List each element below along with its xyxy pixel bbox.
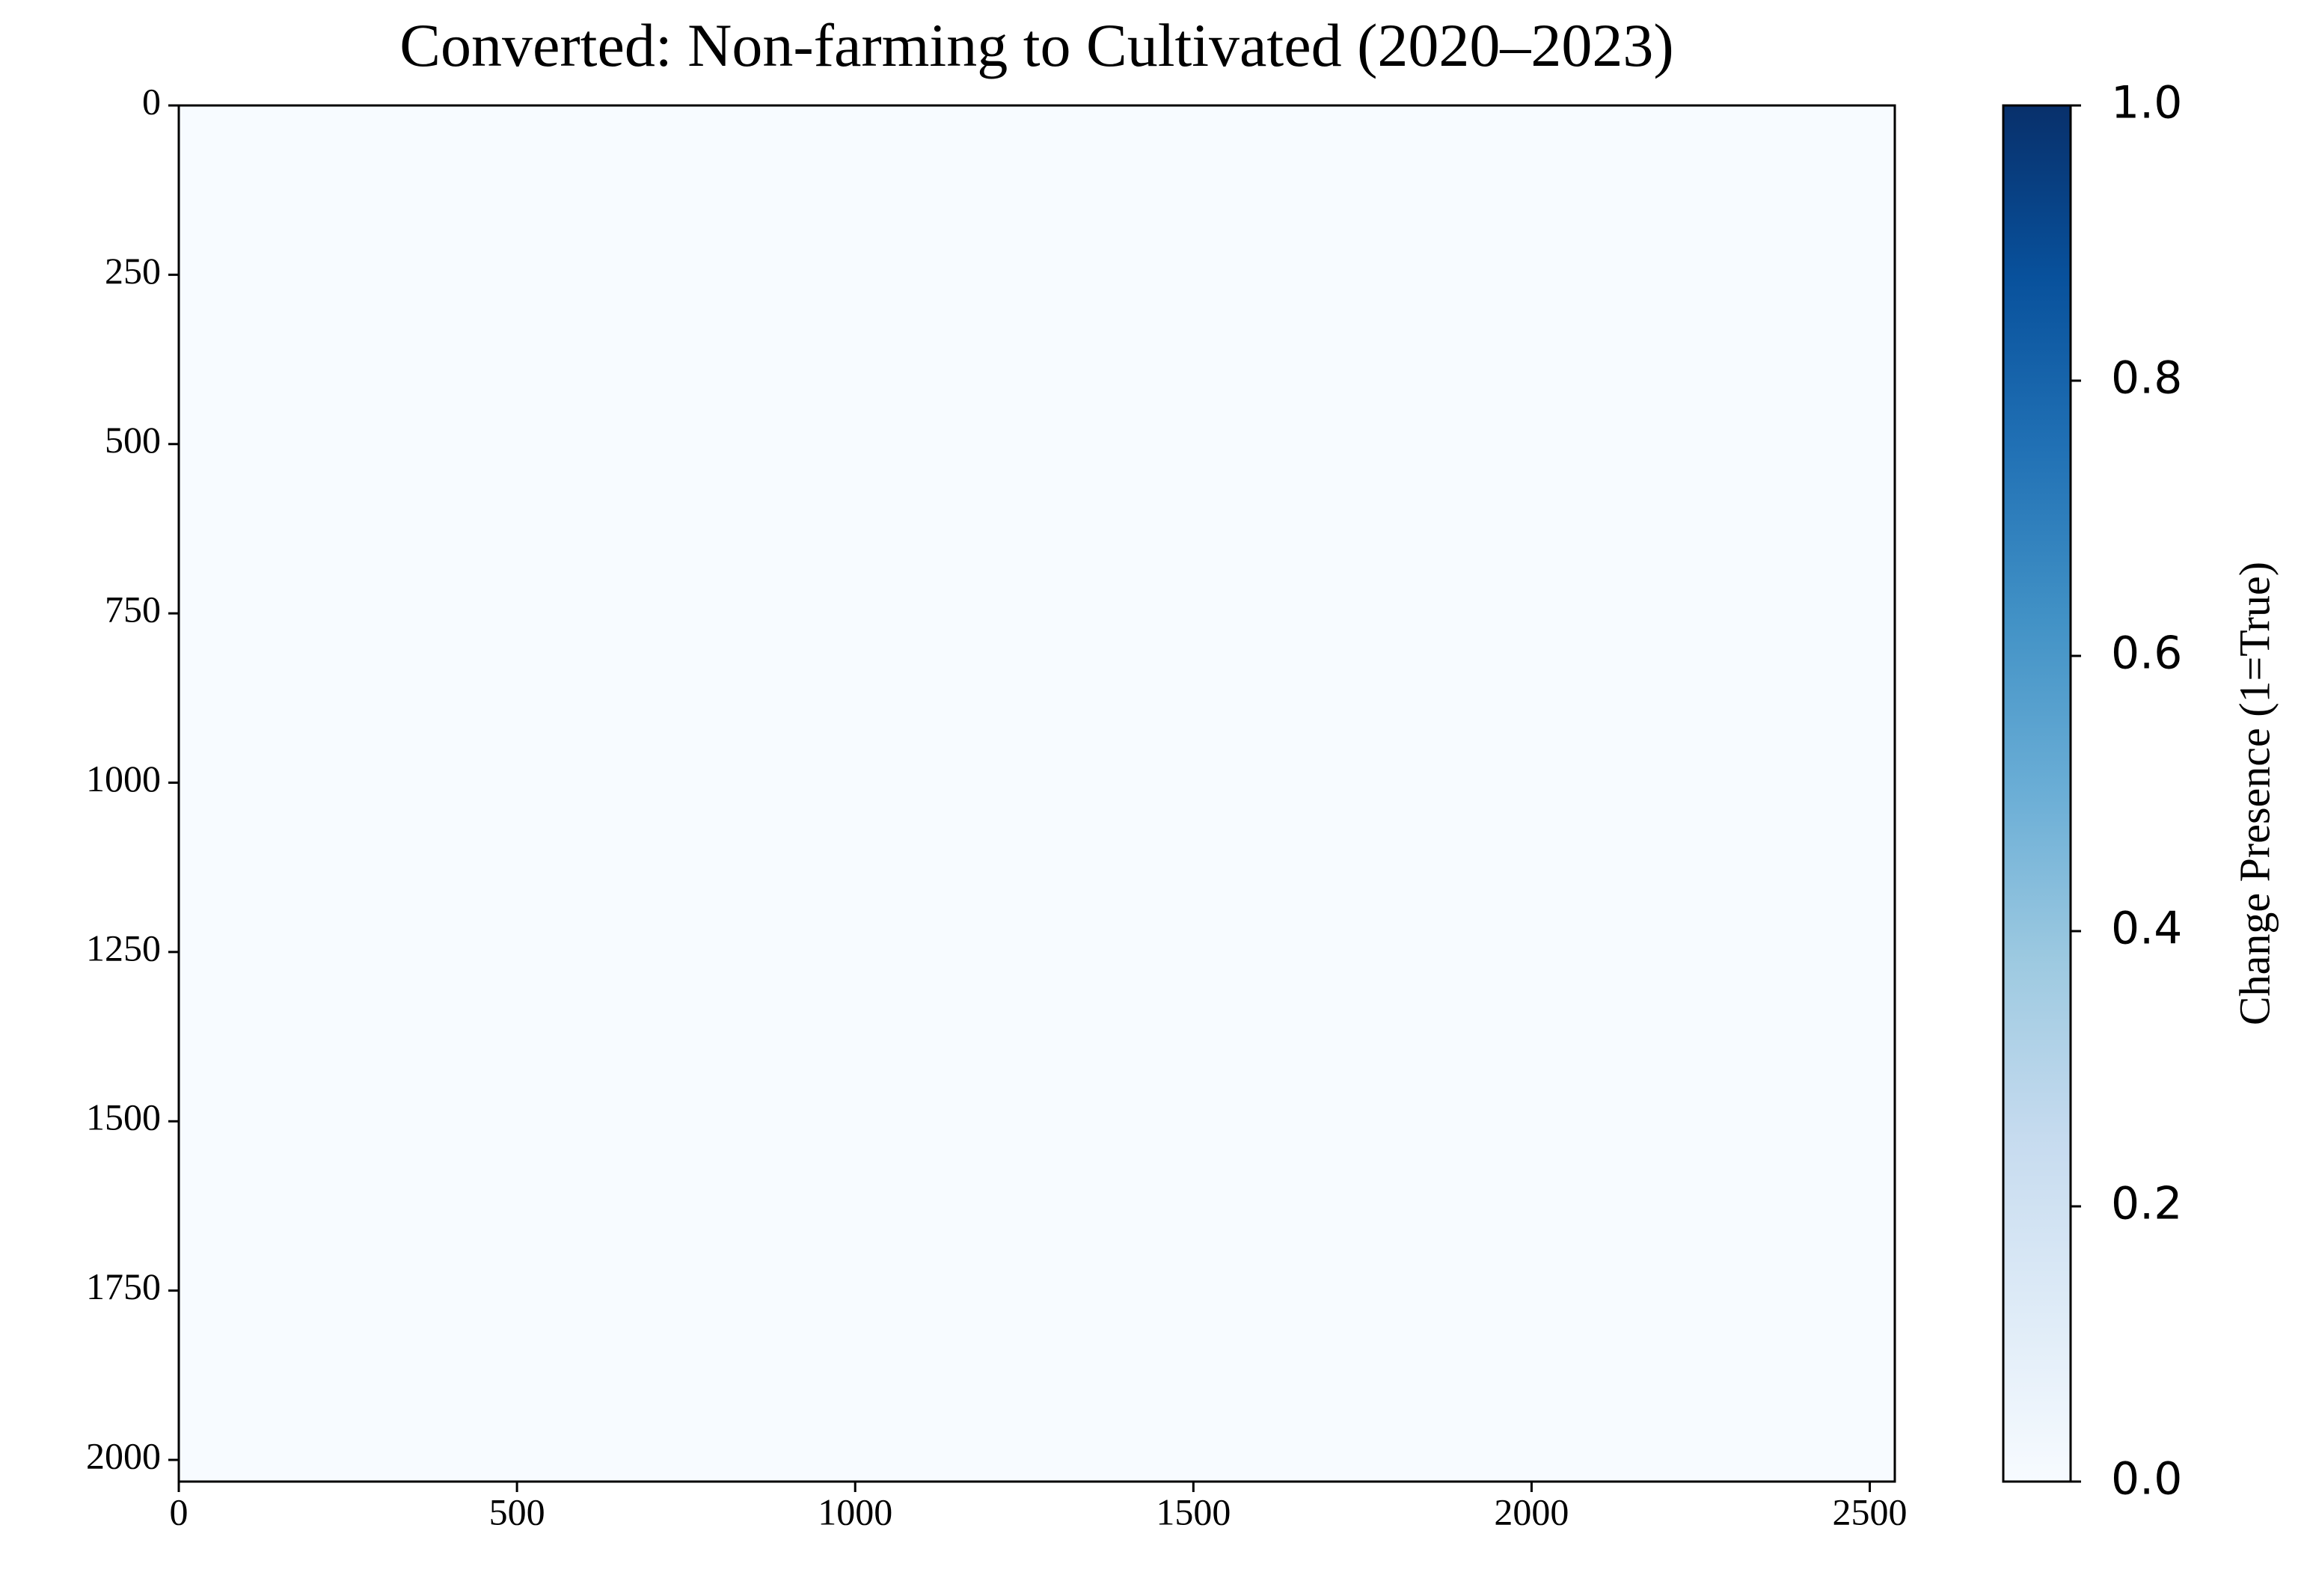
x-tick-label: 500 — [489, 1491, 545, 1532]
y-tick-label: 2000 — [86, 1434, 161, 1476]
colorbar-label: Change Presence (1=True) — [2230, 562, 2279, 1025]
y-tick-label: 750 — [105, 589, 161, 630]
y-tick-label: 1750 — [86, 1265, 161, 1307]
chart-title: Converted: Non-farming to Cultivated (20… — [399, 11, 1673, 79]
colorbar-tick-label: 0.6 — [2111, 627, 2182, 680]
y-tick-label: 500 — [105, 419, 161, 461]
colorbar-tick-label: 1.0 — [2111, 77, 2182, 129]
x-tick-label: 0 — [170, 1491, 189, 1532]
y-tick-label: 1500 — [86, 1096, 161, 1138]
colorbar — [2002, 104, 2072, 1483]
colorbar-tick-label: 0.0 — [2111, 1453, 2182, 1506]
y-tick-label: 1250 — [86, 927, 161, 969]
x-tick-label: 2500 — [1833, 1491, 1908, 1532]
colorbar-tick-label: 0.2 — [2111, 1178, 2182, 1230]
colorbar-tick-label: 0.8 — [2111, 352, 2182, 405]
y-tick-label: 250 — [105, 250, 161, 292]
y-tick-label: 0 — [142, 80, 161, 122]
x-tick-label: 1000 — [818, 1491, 892, 1532]
axes-frame — [177, 104, 1896, 1483]
heatmap-image — [179, 105, 1895, 1482]
y-tick-label: 1000 — [86, 758, 161, 799]
x-tick-label: 2000 — [1494, 1491, 1569, 1532]
x-tick-label: 1500 — [1156, 1491, 1231, 1532]
colorbar-tick-label: 0.4 — [2111, 903, 2182, 955]
